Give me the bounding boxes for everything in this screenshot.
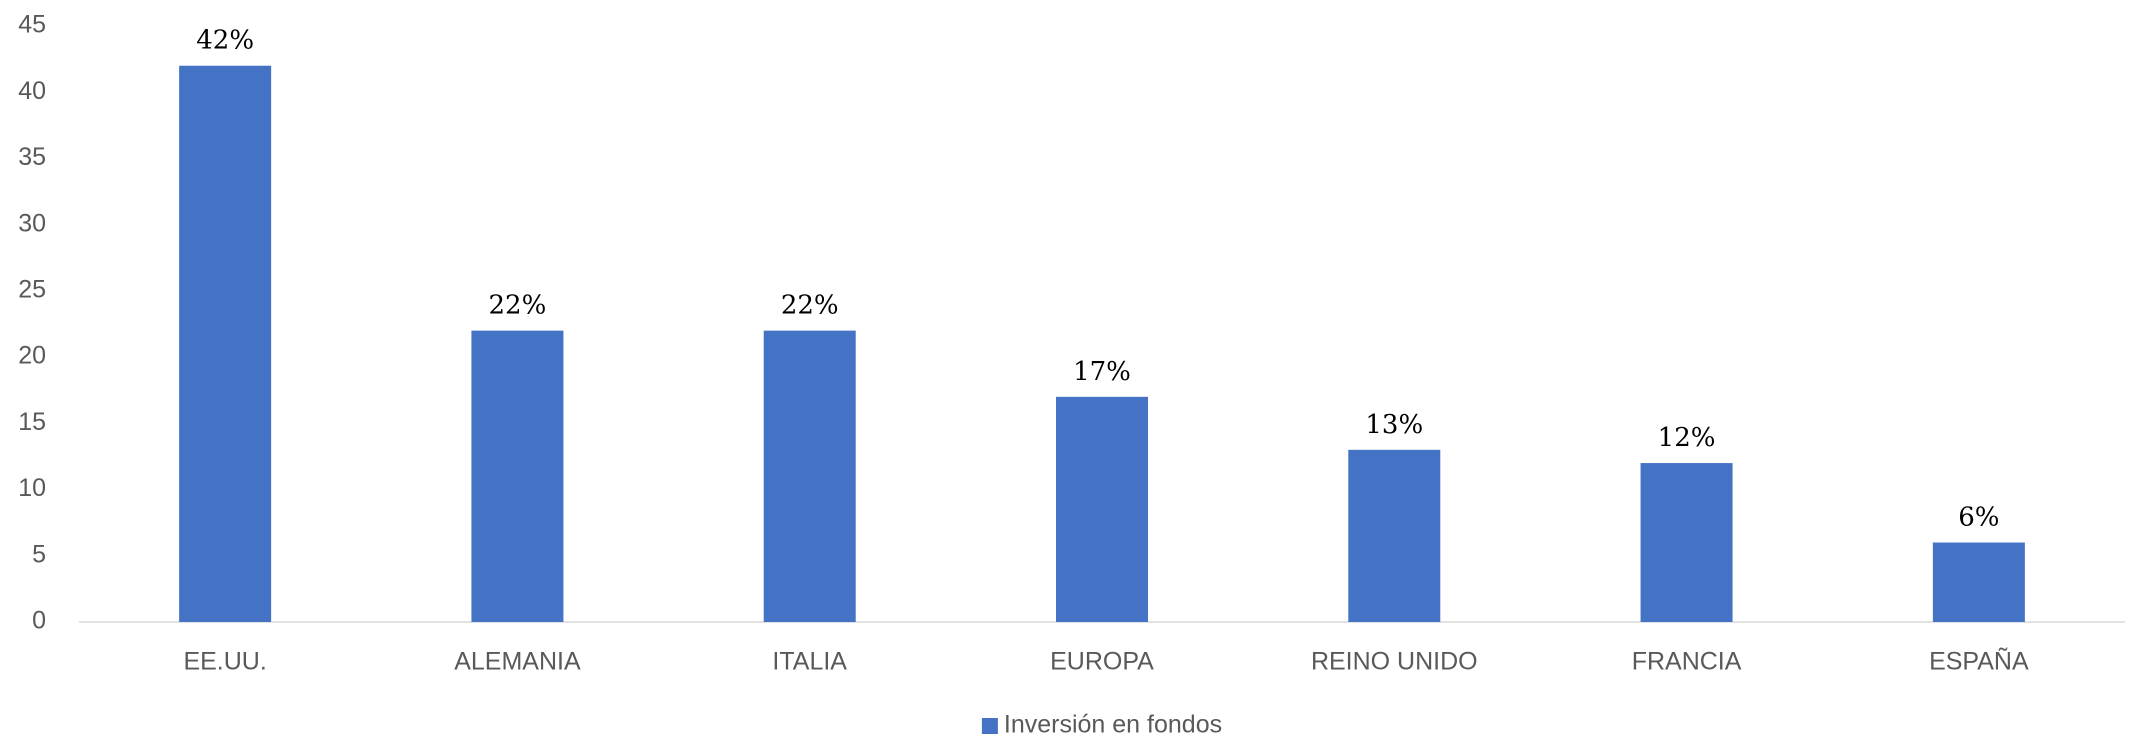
bar [1056, 396, 1148, 622]
bar [1348, 449, 1441, 622]
bar [763, 330, 856, 622]
data-label: 12% [1658, 423, 1716, 453]
x-tick-label: EE.UU. [183, 648, 266, 676]
y-tick-label: 0 [32, 607, 46, 635]
bar [471, 330, 564, 622]
bar [1640, 463, 1733, 622]
data-label: 22% [489, 291, 547, 321]
y-tick-label: 25 [18, 275, 46, 303]
y-tick-label: 45 [18, 11, 46, 39]
data-label: 42% [196, 26, 254, 56]
y-tick-label: 5 [32, 540, 46, 568]
data-label: 22% [781, 291, 839, 321]
y-tick-label: 40 [18, 77, 46, 105]
x-tick-label: REINO UNIDO [1311, 648, 1478, 676]
x-tick-label: FRANCIA [1632, 648, 1742, 676]
x-tick-label: ITALIA [772, 648, 847, 676]
x-tick-label: ESPAÑA [1929, 647, 2029, 676]
data-label: 6% [1958, 503, 1999, 533]
data-label: 17% [1073, 357, 1131, 387]
bar [179, 65, 272, 622]
legend-swatch [981, 718, 998, 734]
y-tick-label: 10 [18, 474, 46, 502]
y-tick-label: 20 [18, 342, 46, 370]
legend-label: Inversión en fondos [1004, 711, 1222, 739]
x-tick-label: EUROPA [1050, 648, 1154, 676]
x-tick-label: ALEMANIA [454, 648, 581, 676]
bar [1932, 542, 2025, 622]
data-label: 13% [1365, 410, 1423, 440]
y-tick-label: 35 [18, 143, 46, 171]
y-tick-label: 15 [18, 408, 46, 436]
y-tick-label: 30 [18, 209, 46, 237]
